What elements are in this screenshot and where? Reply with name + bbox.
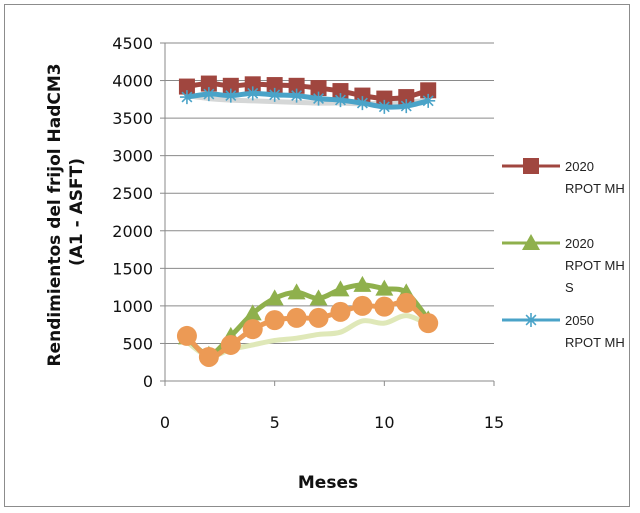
data-point <box>287 283 306 300</box>
data-point <box>333 93 348 108</box>
legend-label: 2020 RPOT MH S <box>565 236 625 295</box>
data-point <box>264 310 285 331</box>
x-axis-title: Meses <box>298 473 358 493</box>
y-axis-title: Rendimientos del frijol HadCM3 (A1 - ASF… <box>45 57 87 366</box>
data-point <box>421 93 436 108</box>
x-tick-label: 10 <box>374 413 394 432</box>
y-axis-title-line-2: (A1 - ASFT) <box>67 158 87 266</box>
legend-label-line: RPOT MH <box>565 258 625 273</box>
data-point <box>330 301 351 322</box>
data-point <box>267 87 282 102</box>
data-point <box>176 325 197 346</box>
data-point <box>178 78 195 95</box>
data-point <box>353 275 372 292</box>
legend: 2020 RPOT MH 2020 RPOT MH S 2050 RPOT MH <box>502 158 625 350</box>
data-point <box>265 289 284 306</box>
legend-label-line: 2050 <box>565 313 594 328</box>
legend-swatch-marker <box>524 313 538 327</box>
legend-label: 2050 RPOT MH <box>565 313 625 350</box>
y-tick-label: 3500 <box>112 109 153 128</box>
data-point <box>311 91 326 106</box>
y-tick-label: 2500 <box>112 184 153 203</box>
axes <box>160 42 495 386</box>
data-point <box>352 295 373 316</box>
data-point <box>289 88 304 103</box>
y-axis-title-line-1: Rendimientos del frijol HadCM3 <box>45 63 65 366</box>
data-point <box>377 99 392 114</box>
y-tick-label: 0 <box>143 372 153 391</box>
legend-swatch-marker <box>522 234 540 250</box>
data-point <box>355 96 370 111</box>
legend-entry-1: 2020 RPOT MH S <box>502 234 625 295</box>
data-point <box>243 304 262 321</box>
y-tick-label: 2000 <box>112 222 153 241</box>
data-point <box>223 88 238 103</box>
y-tick-label: 1000 <box>112 297 153 316</box>
x-tick-label: 5 <box>270 413 280 432</box>
legend-entry-2: 2050 RPOT MH <box>502 313 625 350</box>
data-point <box>375 279 394 296</box>
series-2 <box>179 86 436 114</box>
y-tick-label: 4000 <box>112 72 153 91</box>
data-point <box>200 75 217 92</box>
data-point <box>374 296 395 317</box>
legend-label-line: 2020 <box>565 236 594 251</box>
y-tick-label: 1500 <box>112 259 153 278</box>
data-point <box>220 334 241 355</box>
legend-label: 2020 RPOT MH <box>565 159 625 196</box>
legend-swatch-marker <box>523 158 539 174</box>
data-point <box>399 99 414 114</box>
legend-label-line: RPOT MH <box>565 335 625 350</box>
data-point <box>396 292 417 313</box>
data-point <box>198 346 219 367</box>
tick-labels: 0 500 1000 1500 2000 2500 3000 3500 4000 4500 0 5 10… <box>112 34 504 432</box>
data-point <box>266 77 283 94</box>
data-point <box>309 289 328 306</box>
data-point <box>308 307 329 328</box>
x-tick-label: 0 <box>160 413 170 432</box>
data-point <box>222 77 239 94</box>
plot-area <box>176 75 439 367</box>
data-point <box>310 80 327 97</box>
gridlines <box>165 42 494 344</box>
data-point <box>242 319 263 340</box>
legend-label-line: S <box>565 280 574 295</box>
legend-entry-0: 2020 RPOT MH <box>502 158 625 196</box>
y-tick-label: 3000 <box>112 147 153 166</box>
data-point <box>286 307 307 328</box>
series-5 <box>176 292 439 367</box>
y-tick-label: 4500 <box>112 34 153 53</box>
y-tick-label: 500 <box>122 334 153 353</box>
x-tick-label: 15 <box>484 413 504 432</box>
data-point <box>288 77 305 94</box>
legend-label-line: RPOT MH <box>565 181 625 196</box>
data-point <box>179 90 194 105</box>
data-point <box>245 86 260 101</box>
data-point <box>331 280 350 297</box>
data-point <box>418 313 439 334</box>
data-point <box>420 82 437 99</box>
data-point <box>201 87 216 102</box>
legend-label-line: 2020 <box>565 159 594 174</box>
